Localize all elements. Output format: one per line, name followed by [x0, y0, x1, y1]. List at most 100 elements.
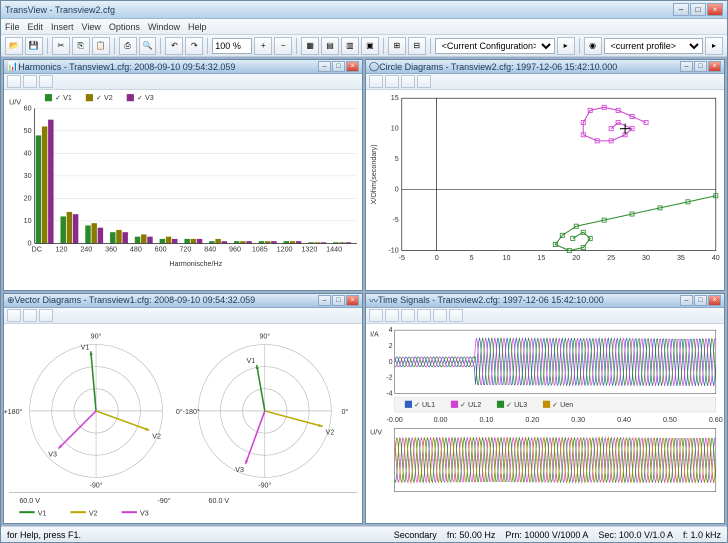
svg-text:5: 5: [395, 155, 399, 163]
harmonics-plot[interactable]: ✓ V1✓ V2✓ V3U/VDC12024036048060072084096…: [4, 90, 362, 290]
svg-text:0.30: 0.30: [571, 416, 585, 424]
harmonics-close[interactable]: ×: [346, 61, 359, 72]
harmonics-max[interactable]: □: [332, 61, 345, 72]
svg-text:V2: V2: [152, 432, 161, 440]
menu-view[interactable]: View: [82, 22, 101, 32]
tool-preview[interactable]: 🔍: [139, 37, 157, 55]
profile-combo[interactable]: <current profile>: [604, 38, 704, 54]
harmonics-window: 📊 Harmonics - Transview1.cfg: 2008-09-10…: [3, 59, 363, 291]
tool-cut[interactable]: ✂: [52, 37, 70, 55]
harmonics-title: Harmonics - Transview1.cfg: 2008-09-10 0…: [18, 62, 318, 72]
svg-text:0.10: 0.10: [479, 416, 493, 424]
circle-toolbar: [366, 74, 724, 90]
menu-help[interactable]: Help: [188, 22, 207, 32]
svg-text:2: 2: [389, 342, 393, 350]
vector-plot[interactable]: V1V2V3V1V2V390°+180°-90°0°-180°90°0°-90°…: [4, 324, 362, 524]
ttool-1[interactable]: [369, 309, 383, 322]
tool-h[interactable]: ◉: [584, 37, 602, 55]
ctool-1[interactable]: [369, 75, 383, 88]
htool-3[interactable]: [39, 75, 53, 88]
time-close[interactable]: ×: [708, 295, 721, 306]
svg-text:25: 25: [607, 254, 615, 262]
tool-b[interactable]: ▤: [321, 37, 339, 55]
time-min[interactable]: –: [680, 295, 693, 306]
close-button[interactable]: ×: [707, 3, 723, 16]
svg-text:-0.00: -0.00: [386, 416, 402, 424]
svg-text:0.40: 0.40: [617, 416, 631, 424]
svg-text:-90°: -90°: [258, 481, 271, 489]
maximize-button[interactable]: □: [690, 3, 706, 16]
tool-save[interactable]: 💾: [25, 37, 43, 55]
circle-icon: ◯: [369, 61, 379, 72]
svg-text:360: 360: [105, 246, 117, 254]
menu-insert[interactable]: Insert: [51, 22, 74, 32]
svg-text:U/V: U/V: [370, 428, 382, 436]
circle-max[interactable]: □: [694, 61, 707, 72]
svg-text:Harmonische/Hz: Harmonische/Hz: [169, 260, 222, 268]
tool-copy[interactable]: ⎘: [72, 37, 90, 55]
tool-print[interactable]: ⎙: [119, 37, 137, 55]
svg-text:20: 20: [572, 254, 580, 262]
vtool-2[interactable]: [23, 309, 37, 322]
tool-zoomin[interactable]: +: [254, 37, 272, 55]
menu-edit[interactable]: Edit: [28, 22, 44, 32]
tool-d[interactable]: ▣: [361, 37, 379, 55]
svg-text:90°: 90°: [91, 332, 102, 340]
menu-options[interactable]: Options: [109, 22, 140, 32]
vtool-1[interactable]: [7, 309, 21, 322]
ctool-4[interactable]: [417, 75, 431, 88]
circle-plot[interactable]: -50510152025303540-10-5051015X/Ohm(secon…: [366, 90, 724, 290]
tool-paste[interactable]: 📋: [92, 37, 110, 55]
status-help: for Help, press F1.: [7, 530, 81, 540]
htool-2[interactable]: [23, 75, 37, 88]
tool-a[interactable]: ▦: [301, 37, 319, 55]
svg-text:240: 240: [80, 246, 92, 254]
tool-open[interactable]: 📂: [5, 37, 23, 55]
main-window: TransView - Transview2.cfg – □ × File Ed…: [0, 0, 728, 543]
svg-text:15: 15: [537, 254, 545, 262]
ttool-4[interactable]: [417, 309, 431, 322]
tool-undo[interactable]: ↶: [165, 37, 183, 55]
vector-min[interactable]: –: [318, 295, 331, 306]
vector-max[interactable]: □: [332, 295, 345, 306]
zoom-combo[interactable]: [212, 38, 252, 54]
time-plot[interactable]: I/A-4-2024✓ UL1✓ UL2✓ UL3✓ Uen-0.000.000…: [366, 324, 724, 524]
menu-file[interactable]: File: [5, 22, 20, 32]
harmonics-min[interactable]: –: [318, 61, 331, 72]
ttool-2[interactable]: [385, 309, 399, 322]
svg-text:10: 10: [391, 125, 399, 133]
svg-text:-90°: -90°: [89, 481, 102, 489]
ttool-6[interactable]: [449, 309, 463, 322]
tool-c[interactable]: ▥: [341, 37, 359, 55]
menu-window[interactable]: Window: [148, 22, 180, 32]
ttool-3[interactable]: [401, 309, 415, 322]
ctool-2[interactable]: [385, 75, 399, 88]
minimize-button[interactable]: –: [673, 3, 689, 16]
vector-close[interactable]: ×: [346, 295, 359, 306]
tool-e[interactable]: ⊞: [388, 37, 406, 55]
config-combo[interactable]: <Current Configuration>: [435, 38, 555, 54]
svg-text:0: 0: [28, 239, 32, 247]
tool-redo[interactable]: ↷: [185, 37, 203, 55]
menubar: File Edit Insert View Options Window Hel…: [1, 19, 727, 35]
tool-f[interactable]: ⊟: [408, 37, 426, 55]
circle-min[interactable]: –: [680, 61, 693, 72]
timesignals-window: 〰 Time Signals - Transview2.cfg: 1997-12…: [365, 293, 725, 525]
circle-close[interactable]: ×: [708, 61, 721, 72]
svg-text:60.0 V: 60.0 V: [19, 496, 40, 504]
tool-zoomout[interactable]: −: [274, 37, 292, 55]
tool-i[interactable]: ▸: [705, 37, 723, 55]
svg-text:0: 0: [435, 254, 439, 262]
svg-text:-4: -4: [386, 389, 392, 397]
ttool-5[interactable]: [433, 309, 447, 322]
svg-text:V2: V2: [89, 509, 98, 517]
svg-text:-5: -5: [392, 216, 398, 224]
vtool-3[interactable]: [39, 309, 53, 322]
svg-text:✓ V1: ✓ V1: [55, 94, 72, 102]
svg-text:40: 40: [712, 254, 720, 262]
time-max[interactable]: □: [694, 295, 707, 306]
tool-g[interactable]: ▸: [557, 37, 575, 55]
ctool-3[interactable]: [401, 75, 415, 88]
svg-text:1440: 1440: [326, 246, 342, 254]
htool-1[interactable]: [7, 75, 21, 88]
